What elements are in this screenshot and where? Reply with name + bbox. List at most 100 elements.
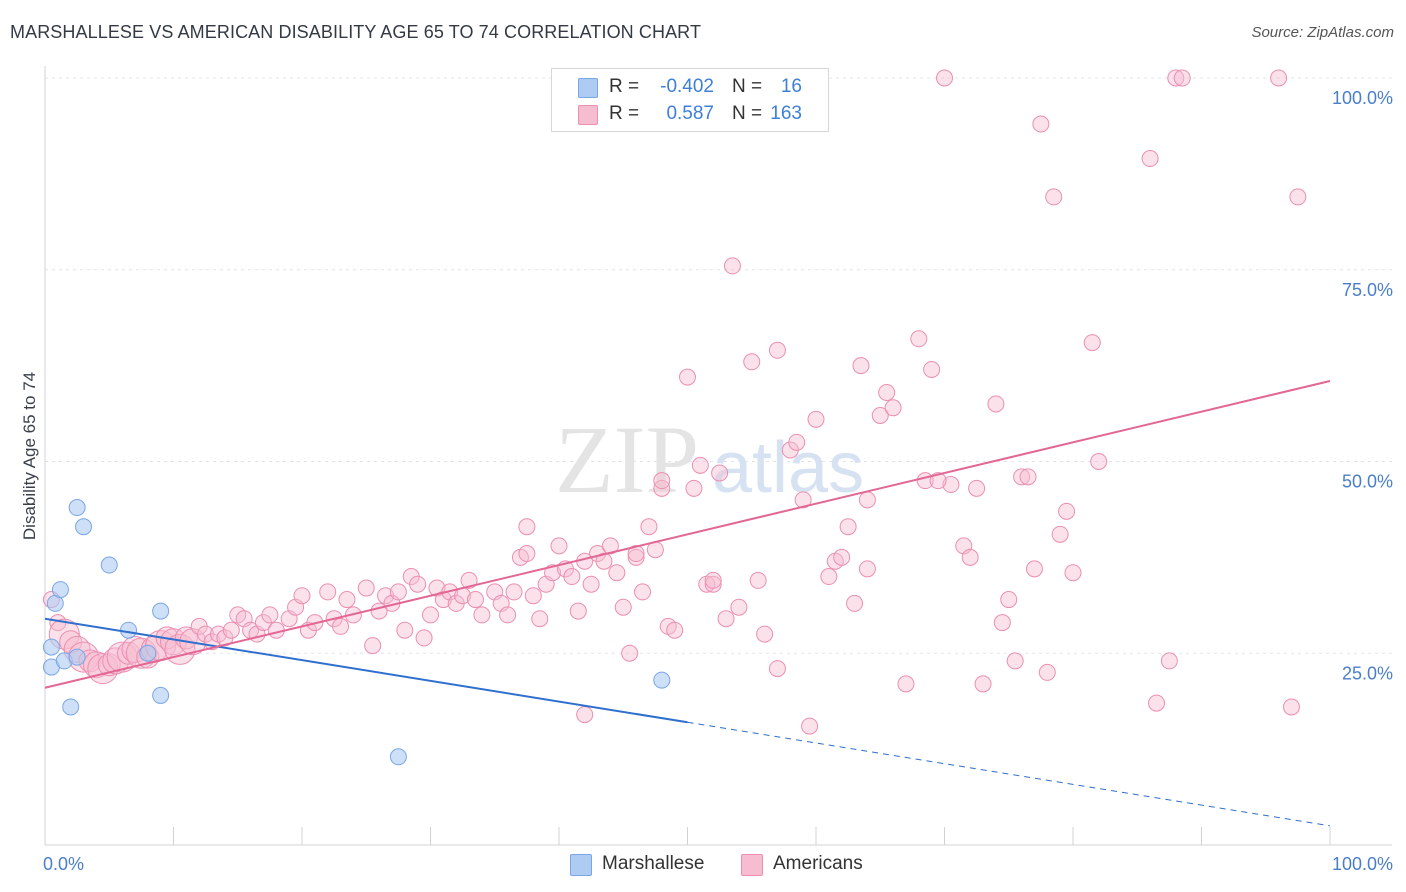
americans-point (839, 518, 857, 536)
y-tick-label: 75.0% (1342, 280, 1393, 300)
legend-r-label: R = (609, 76, 640, 97)
americans-point (576, 706, 594, 724)
americans-point (929, 472, 947, 490)
y-tick-label: 25.0% (1342, 663, 1393, 683)
y-axis-label: Disability Age 65 to 74 (20, 372, 39, 540)
americans-point (820, 568, 838, 586)
americans-point (961, 548, 979, 566)
tick-layer: 25.0% 50.0% 75.0% 100.0% 0.0% 100.0% (43, 88, 1393, 874)
stats-legend: R = -0.402 N = 16 R = 0.587 N = 163 (551, 68, 829, 132)
americans-point (1064, 564, 1082, 582)
americans-point (634, 583, 652, 601)
legend-swatch-americans (578, 105, 598, 125)
americans-point (1289, 188, 1307, 206)
legend-r-value: -0.402 (660, 76, 714, 97)
americans-point (460, 571, 478, 589)
americans-point (563, 568, 581, 586)
americans-point (711, 464, 729, 482)
trend-layer (44, 379, 1331, 827)
legend-n-value: 16 (780, 76, 802, 97)
legend-label-marshallese: Marshallese (602, 853, 705, 874)
marshallese-point (51, 581, 69, 599)
americans-point (1167, 69, 1185, 87)
americans-point (756, 625, 774, 643)
americans-point (550, 537, 568, 555)
americans-point (582, 575, 600, 593)
americans-point (768, 341, 786, 359)
americans-point (614, 598, 632, 616)
americans-point (601, 537, 619, 555)
watermark-atlas: atlas (712, 428, 864, 508)
americans-point (846, 594, 864, 612)
americans-point (608, 564, 626, 582)
americans-point (871, 406, 889, 424)
americans-point (640, 518, 658, 536)
marshallese-trendline-extension (687, 721, 1331, 827)
source-label: Source: ZipAtlas.com (1251, 24, 1394, 41)
americans-points (42, 69, 1307, 735)
legend-r-value: 0.587 (666, 103, 714, 124)
americans-point (466, 591, 484, 609)
americans-point (332, 617, 350, 635)
americans-point (595, 552, 613, 570)
americans-point (1000, 591, 1018, 609)
americans-point (473, 606, 491, 624)
americans-point (1148, 694, 1166, 712)
series-legend: Marshallese Americans (0, 852, 1406, 878)
marshallese-point (68, 648, 86, 666)
americans-point (679, 368, 696, 386)
americans-point (717, 610, 735, 628)
americans-point (261, 606, 279, 624)
americans-point (897, 675, 915, 693)
y-tick-label: 50.0% (1342, 472, 1393, 492)
americans-point (807, 410, 825, 428)
marshallese-point (120, 621, 138, 639)
americans-point (389, 583, 407, 601)
marshallese-point (152, 602, 170, 620)
americans-point (833, 548, 851, 566)
x-tick-label: 0.0% (43, 854, 84, 874)
watermark-zip: ZIP (555, 406, 699, 513)
americans-point (685, 479, 703, 497)
americans-point (524, 587, 542, 605)
marshallese-point (42, 638, 60, 656)
americans-point (409, 575, 427, 593)
americans-point (396, 621, 414, 639)
grid-layer (45, 77, 1392, 654)
americans-point (422, 606, 439, 624)
legend-n-label: N = (732, 103, 763, 124)
marshallese-point (75, 518, 93, 536)
americans-point (1013, 468, 1031, 486)
americans-point (518, 545, 536, 563)
americans-point (518, 518, 536, 536)
chart-title: MARSHALLESE VS AMERICAN DISABILITY AGE 6… (10, 22, 702, 42)
americans-point (884, 399, 902, 417)
legend-row-marshallese: R = -0.402 N = 16 (552, 74, 828, 100)
americans-point (222, 621, 240, 639)
americans-point (968, 479, 986, 497)
americans-point (794, 491, 812, 509)
americans-point (357, 579, 375, 597)
axis-layer (44, 66, 1392, 846)
americans-point (691, 456, 709, 474)
americans-point (1006, 652, 1024, 670)
americans-point (293, 587, 311, 605)
americans-point (1019, 468, 1037, 486)
americans-point (730, 598, 748, 616)
legend-label-americans: Americans (773, 853, 863, 874)
americans-point (936, 69, 953, 87)
americans-point (910, 330, 928, 348)
y-tick-label: 100.0% (1332, 88, 1393, 108)
americans-point (987, 395, 1005, 413)
americans-point (1141, 150, 1159, 168)
marshallese-point (139, 644, 157, 662)
legend-r-label: R = (609, 103, 640, 124)
legend-swatch-marshallese (578, 78, 598, 98)
x-tick-label: 100.0% (1332, 854, 1393, 874)
marshallese-point (152, 686, 170, 704)
legend-row-americans: R = 0.587 N = 163 (552, 101, 828, 127)
americans-point (1160, 652, 1178, 670)
americans-point (743, 353, 761, 371)
americans-point (531, 610, 549, 628)
americans-point (723, 257, 741, 275)
